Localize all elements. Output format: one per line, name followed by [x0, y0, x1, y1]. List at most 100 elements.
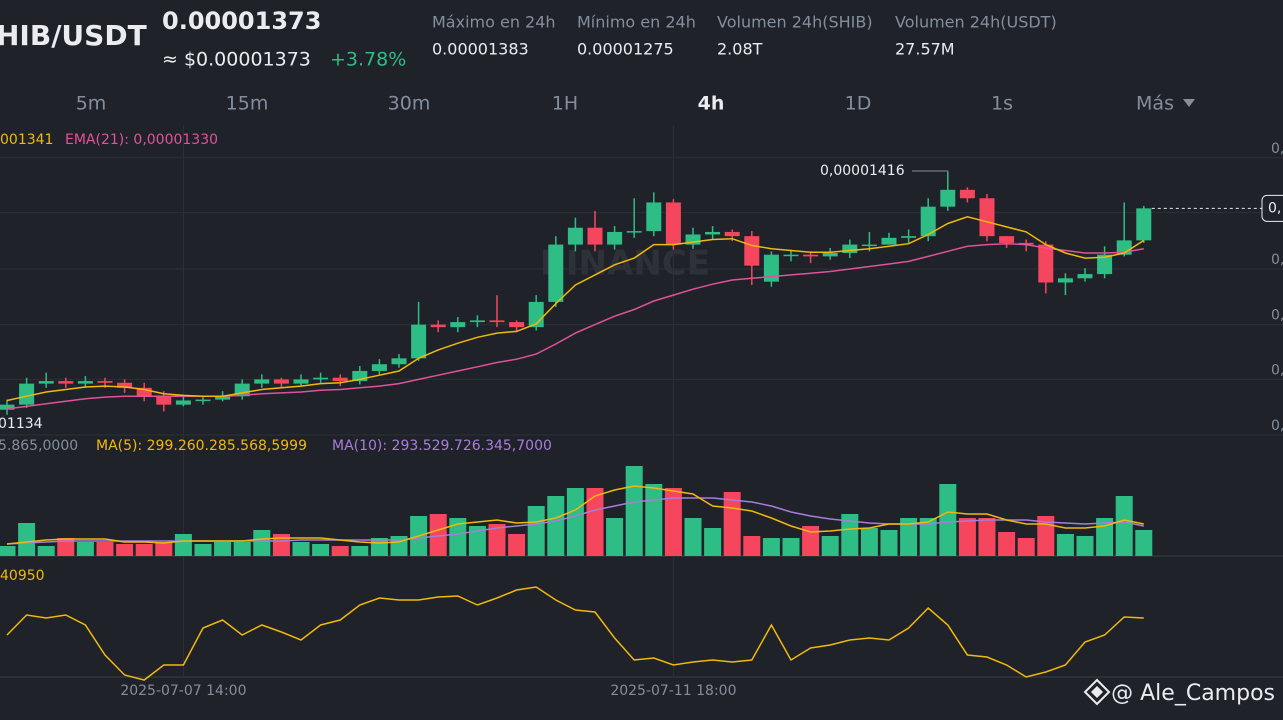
y-tick-label: 0, [1271, 308, 1283, 324]
candle-body [587, 227, 603, 245]
candle-body [1018, 242, 1034, 245]
stat-label: Mínimo en 24h [577, 13, 696, 32]
volume-bar [508, 534, 526, 556]
candle-body [1097, 254, 1113, 275]
candle-body [411, 324, 427, 359]
y-tick-label: 0, [1271, 418, 1283, 434]
volume-bar [96, 542, 114, 556]
volume-bar [606, 518, 624, 556]
indicator-line [6, 586, 1144, 681]
candle-body [685, 234, 701, 245]
volume-bar [0, 546, 16, 556]
candle-body [744, 236, 760, 266]
candle-body [959, 189, 975, 199]
candle-body [607, 231, 623, 245]
volume-bar [76, 542, 94, 556]
volume-bar [351, 546, 369, 556]
volume-bar [586, 488, 604, 556]
volume-bar [723, 492, 741, 556]
candle-body [58, 381, 74, 384]
stat-label: Volumen 24h(USDT) [895, 13, 1057, 32]
volume-bar [645, 484, 663, 556]
usd-price: ≈ $0.00001373 [162, 49, 311, 71]
volume-bar [1096, 518, 1114, 556]
candle-body [215, 396, 231, 400]
candle-body [901, 236, 917, 238]
volume-bar [1115, 496, 1133, 556]
pair-name: HIB/USDT [0, 19, 147, 52]
candle-body [567, 227, 583, 245]
candle-body [371, 364, 387, 371]
indicator-legend: 40950 [0, 568, 45, 584]
credit-icon [1083, 678, 1111, 706]
volume-bar [527, 506, 545, 556]
candle-body [803, 254, 819, 257]
candle-body [940, 189, 956, 207]
candle-body [293, 379, 309, 384]
candle-body [646, 202, 662, 232]
candle-body [665, 202, 681, 245]
volume-bar [253, 530, 271, 556]
timeframe-tab[interactable]: 4h [698, 93, 725, 115]
candle-body [920, 206, 936, 237]
candle-body [861, 244, 877, 247]
candle-body [763, 254, 779, 282]
volume-bar [900, 518, 918, 556]
high-label: 0,00001416 [820, 163, 905, 179]
timeframe-tab[interactable]: Más [1136, 93, 1174, 115]
candle-body [509, 322, 525, 328]
candle-body [1136, 208, 1152, 241]
volume-bar [860, 528, 878, 556]
volume-bar [331, 546, 349, 556]
candle-body [450, 322, 466, 328]
candle-body [489, 320, 505, 323]
volume-bar [566, 488, 584, 556]
volume-bar [57, 538, 75, 556]
volume-bar [704, 528, 722, 556]
volume-bar [684, 518, 702, 556]
timeframe-tab[interactable]: 15m [226, 93, 269, 115]
candle-body [999, 236, 1015, 243]
timeframe-tab[interactable]: 1D [845, 93, 872, 115]
volume-bar [547, 496, 565, 556]
volume-bar [821, 536, 839, 556]
volume-bar [1037, 516, 1055, 556]
volume-bar [468, 526, 486, 556]
volume-legend: 5.865,0000 [0, 438, 78, 454]
stat-value: 27.57M [895, 40, 955, 59]
volume-bar [37, 546, 55, 556]
volume-bar [625, 466, 643, 556]
timeframe-tab[interactable]: 1s [991, 93, 1013, 115]
candle-body [313, 377, 329, 380]
candle-body [332, 377, 348, 382]
volume-bar [841, 514, 859, 556]
candle-body [97, 381, 113, 383]
candle-body [724, 231, 740, 237]
candle-body [175, 400, 191, 405]
volume-bar [939, 484, 957, 556]
ema-fast-line [6, 216, 1145, 402]
more-arrow[interactable] [1183, 99, 1195, 107]
candle-body [822, 253, 838, 257]
candle-body [136, 387, 152, 397]
current-price-box [1261, 194, 1283, 222]
stat-value: 0.00001383 [432, 40, 529, 59]
timeframe-tab[interactable]: 5m [76, 93, 107, 115]
volume-bar [1135, 530, 1153, 556]
volume-bar [880, 530, 898, 556]
volume-bar [18, 523, 36, 556]
volume-bar [312, 544, 330, 556]
volume-bar [782, 538, 800, 556]
volume-ma5-line [6, 485, 1144, 545]
candle-body [254, 379, 270, 384]
volume-bar [194, 544, 212, 556]
volume-bar [1017, 538, 1035, 556]
timeframe-tab[interactable]: 30m [388, 93, 431, 115]
candle-body [842, 244, 858, 254]
price-legend: EMA(21): 0,00001330 [65, 132, 218, 148]
timeframe-tab[interactable]: 1H [552, 93, 578, 115]
volume-bar [958, 518, 976, 556]
candle-body [195, 399, 211, 402]
credit: @ Ale_Campos [1111, 681, 1275, 706]
